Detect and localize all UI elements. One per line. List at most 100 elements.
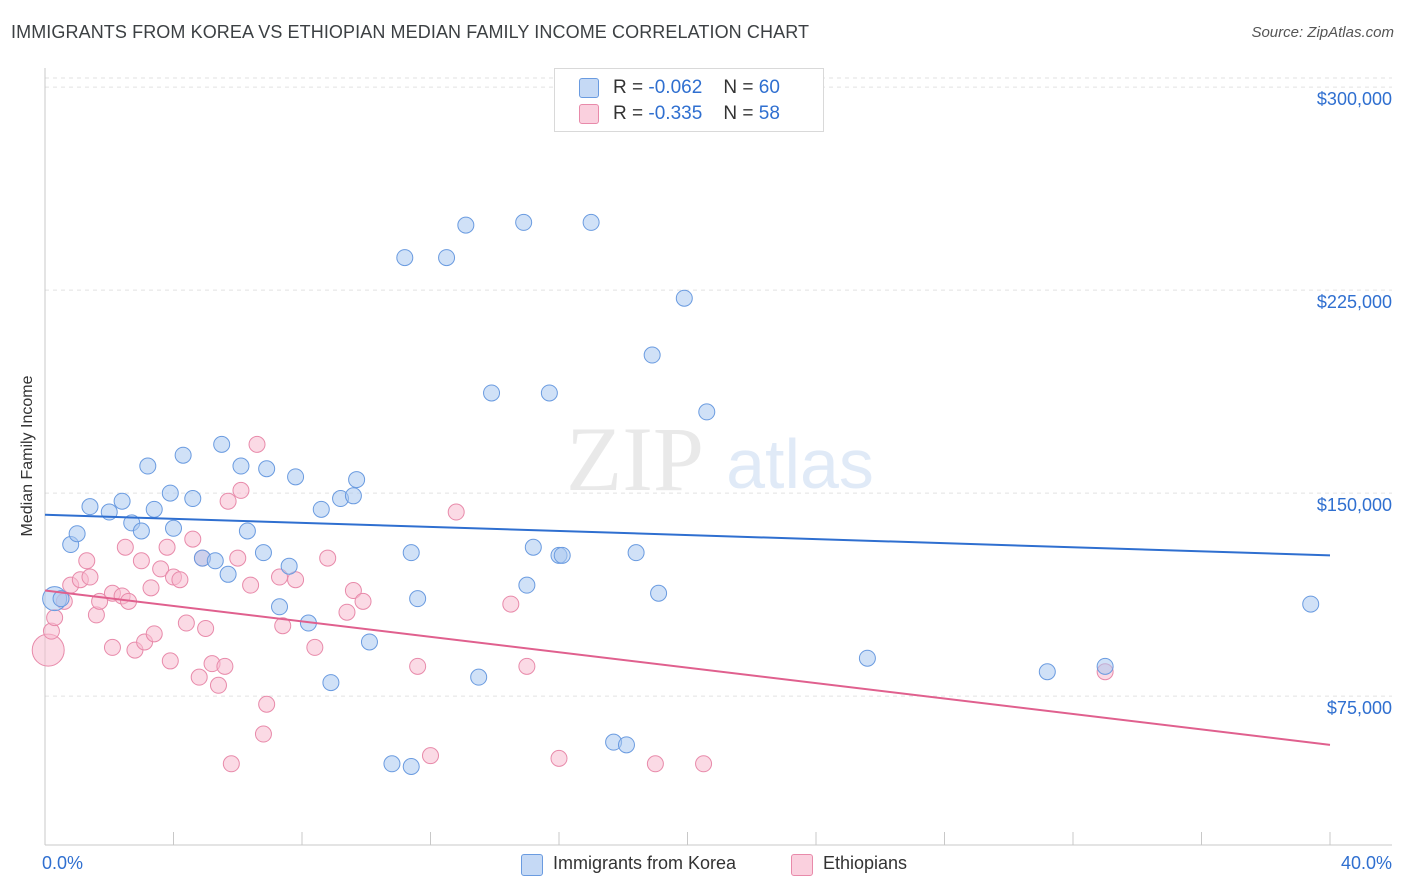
korea-point bbox=[174, 446, 192, 464]
legend-korea-r: -0.062 bbox=[648, 77, 703, 98]
ethiopia-point bbox=[306, 638, 324, 656]
legend-r-label: R = bbox=[613, 103, 644, 124]
korea-point bbox=[161, 484, 179, 502]
korea-point bbox=[483, 384, 501, 402]
korea-swatch bbox=[579, 78, 599, 98]
ethiopia-point bbox=[646, 755, 664, 773]
ethiopia-point bbox=[46, 609, 64, 627]
korea-trend-line bbox=[44, 513, 1331, 557]
ethiopia-point bbox=[197, 619, 215, 637]
korea-point bbox=[409, 590, 427, 608]
korea-point bbox=[515, 213, 533, 231]
korea-point bbox=[553, 546, 571, 564]
ethiopia-swatch bbox=[579, 104, 599, 124]
korea-point bbox=[1302, 595, 1320, 613]
ethiopia-point bbox=[145, 625, 163, 643]
korea-legend-swatch bbox=[521, 854, 543, 876]
korea-point bbox=[582, 213, 600, 231]
korea-point bbox=[675, 289, 693, 307]
korea-point bbox=[312, 500, 330, 518]
korea-point bbox=[258, 460, 276, 478]
ethiopia-point bbox=[319, 549, 337, 567]
korea-point bbox=[238, 522, 256, 540]
y-tick-label: $300,000 bbox=[1317, 89, 1392, 109]
ethiopia-point bbox=[184, 530, 202, 548]
gridlines bbox=[45, 77, 1392, 697]
ethiopia-point bbox=[447, 503, 465, 521]
korea-point bbox=[1038, 663, 1056, 681]
korea-point bbox=[457, 216, 475, 234]
legend-r-label: R = bbox=[613, 77, 644, 98]
correlation-legend: R = -0.062 N = 60 R = -0.335 N = 58 bbox=[554, 68, 824, 132]
korea-point bbox=[287, 468, 305, 486]
ethiopia-point bbox=[158, 538, 176, 556]
ethiopia-point bbox=[242, 576, 260, 594]
korea-point bbox=[348, 471, 366, 489]
korea-point bbox=[627, 544, 645, 562]
legend-n-label: N = bbox=[723, 103, 754, 124]
data-points bbox=[31, 213, 1320, 775]
ethiopia-point bbox=[354, 592, 372, 610]
ethiopia-point bbox=[78, 552, 96, 570]
korea-point bbox=[858, 649, 876, 667]
ethiopia-point bbox=[116, 538, 134, 556]
chart-title: IMMIGRANTS FROM KOREA VS ETHIOPIAN MEDIA… bbox=[11, 22, 810, 42]
korea-point bbox=[81, 498, 99, 516]
watermark-zip: ZIP bbox=[566, 408, 704, 510]
y-tick-labels: $75,000 $150,000 $225,000 $300,000 bbox=[1317, 89, 1392, 718]
korea-point bbox=[524, 538, 542, 556]
ethiopia-point bbox=[422, 747, 439, 765]
ethiopia-point bbox=[103, 638, 121, 656]
y-tick-label: $225,000 bbox=[1317, 292, 1392, 312]
ethiopia-point bbox=[171, 571, 189, 589]
korea-point bbox=[470, 668, 488, 686]
korea-point bbox=[322, 674, 340, 692]
x-tick-label: 40.0% bbox=[1341, 853, 1392, 873]
ethiopia-trend-line bbox=[44, 589, 1331, 746]
source-attribution: Source: ZipAtlas.com bbox=[1251, 24, 1394, 41]
trend-lines bbox=[44, 513, 1331, 746]
ethiopia-point bbox=[344, 582, 362, 600]
ethiopia-point bbox=[338, 603, 356, 621]
korea-point bbox=[165, 519, 182, 537]
ethiopia-point bbox=[132, 552, 150, 570]
legend-korea-n: 60 bbox=[758, 77, 780, 98]
korea-legend-label: Immigrants from Korea bbox=[553, 853, 737, 873]
watermark-atlas: atlas bbox=[726, 425, 874, 503]
korea-point bbox=[184, 490, 202, 508]
korea-point bbox=[254, 544, 272, 562]
korea-point bbox=[219, 565, 237, 583]
ethiopia-point bbox=[161, 652, 179, 670]
ethiopia-point bbox=[254, 725, 272, 743]
axes bbox=[44, 68, 1392, 846]
watermark: ZIP atlas bbox=[566, 408, 874, 510]
ethiopia-point bbox=[518, 657, 536, 675]
legend-n-label: N = bbox=[723, 77, 754, 98]
ethiopia-legend-swatch bbox=[791, 854, 813, 876]
korea-point bbox=[617, 736, 635, 754]
ethiopia-point bbox=[209, 676, 227, 694]
ethiopia-point bbox=[219, 492, 237, 510]
y-tick-label: $150,000 bbox=[1317, 495, 1392, 515]
ethiopia-point bbox=[152, 560, 170, 578]
korea-point bbox=[113, 492, 131, 510]
korea-point bbox=[344, 487, 362, 505]
ethiopia-point bbox=[550, 749, 568, 767]
korea-point bbox=[438, 249, 456, 267]
ethiopia-point bbox=[695, 755, 713, 773]
korea-point bbox=[132, 522, 150, 540]
y-tick-label: $75,000 bbox=[1327, 698, 1392, 718]
x-tick-label: 0.0% bbox=[42, 853, 83, 873]
ethiopia-point bbox=[222, 755, 240, 773]
korea-point bbox=[1096, 657, 1114, 675]
legend-ethiopia-r: -0.335 bbox=[648, 103, 703, 124]
x-tick-labels: 0.0% 40.0% bbox=[42, 853, 1392, 873]
ethiopia-point bbox=[216, 657, 234, 675]
ethiopia-point bbox=[409, 657, 427, 675]
korea-point bbox=[650, 584, 668, 602]
korea-point bbox=[698, 403, 716, 421]
korea-point bbox=[402, 544, 420, 562]
korea-point bbox=[360, 633, 378, 651]
korea-point bbox=[213, 435, 231, 453]
